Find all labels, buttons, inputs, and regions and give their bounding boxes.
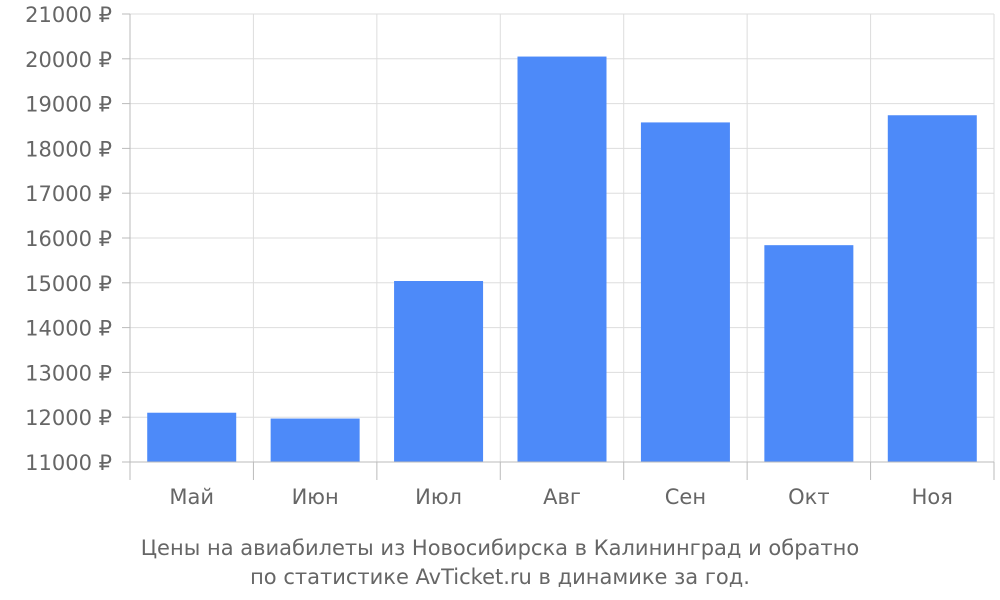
x-tick-label: Июн <box>292 485 339 509</box>
x-tick-label: Ноя <box>912 485 953 509</box>
bar-4 <box>517 56 607 463</box>
y-tick-label: 15000 ₽ <box>25 272 112 296</box>
y-tick-label: 11000 ₽ <box>25 451 112 475</box>
x-tick-label: Июл <box>415 485 462 509</box>
x-tick-label: Окт <box>788 485 829 509</box>
x-tick-labels: Май Июн Июл Авг Сен Окт Ноя <box>169 485 953 509</box>
axes <box>122 13 995 480</box>
bar-7 <box>887 115 977 463</box>
y-tick-label: 17000 ₽ <box>25 182 112 206</box>
x-tick-label: Май <box>169 485 214 509</box>
chart-caption-line-2: по статистике AvTicket.ru в динамике за … <box>250 565 750 589</box>
y-tick-label: 16000 ₽ <box>25 227 112 251</box>
bars <box>147 56 977 463</box>
y-tick-label: 13000 ₽ <box>25 361 112 385</box>
bar-3 <box>394 281 484 462</box>
bar-5 <box>640 122 730 462</box>
x-tick-label: Авг <box>543 485 581 509</box>
bar-1 <box>147 412 237 462</box>
bar-2 <box>270 418 360 462</box>
y-tick-labels: 11000 ₽ 12000 ₽ 13000 ₽ 14000 ₽ 15000 ₽ 16000… <box>25 3 112 475</box>
y-tick-label: 21000 ₽ <box>25 3 112 27</box>
y-tick-label: 12000 ₽ <box>25 406 112 430</box>
y-tick-label: 18000 ₽ <box>25 137 112 161</box>
x-tick-label: Сен <box>665 485 706 509</box>
y-tick-label: 19000 ₽ <box>25 93 112 117</box>
bar-6 <box>764 245 854 462</box>
y-tick-label: 20000 ₽ <box>25 48 112 72</box>
chart-caption-line-1: Цены на авиабилеты из Новосибирска в Кал… <box>141 536 860 560</box>
y-tick-label: 14000 ₽ <box>25 317 112 341</box>
